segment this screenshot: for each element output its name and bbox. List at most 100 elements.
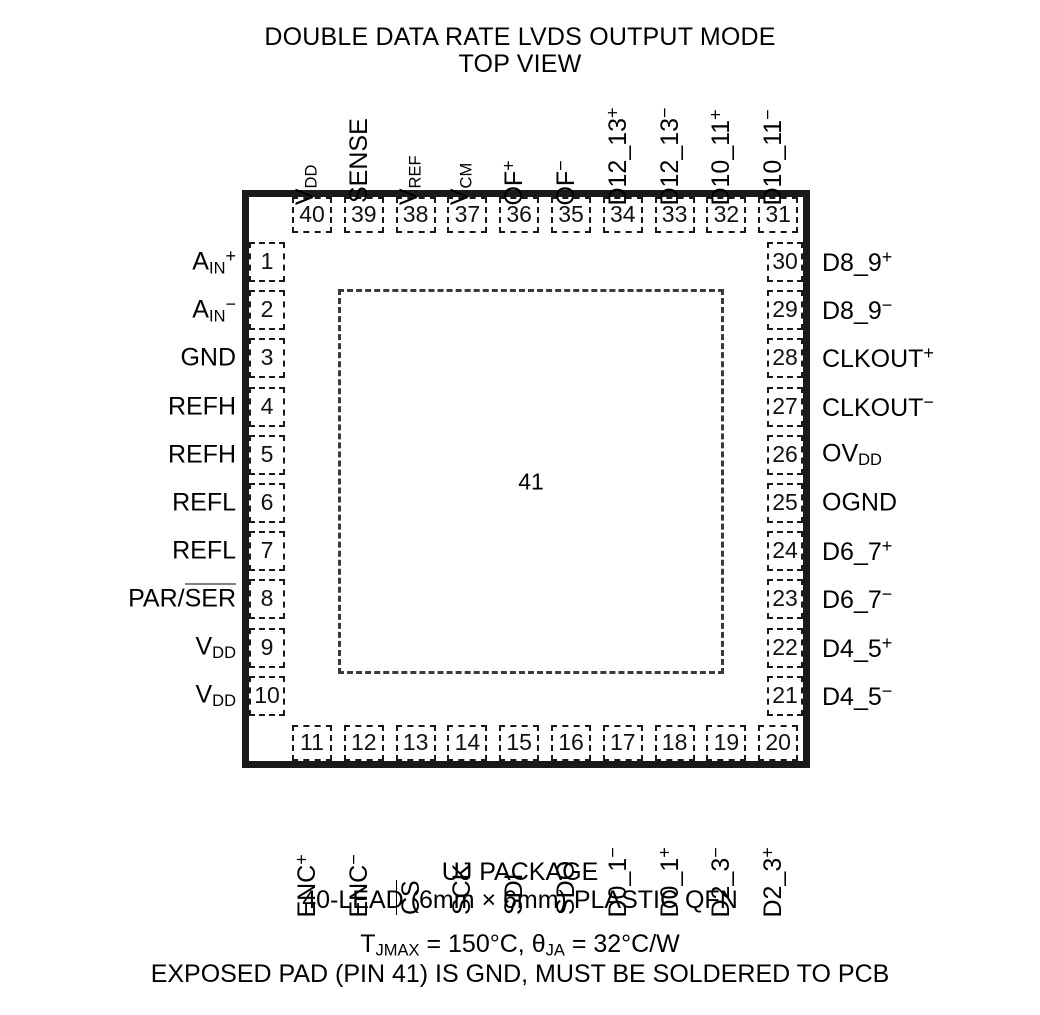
pin-pad-1[interactable]: 1 [249,242,285,282]
exposed-pad-note: EXPOSED PAD (PIN 41) IS GND, MUST BE SOL… [150,960,890,989]
pin-pad-20[interactable]: 20 [758,725,799,761]
theta-value: = 32°C/W [571,930,680,958]
pin-pad-31[interactable]: 31 [758,197,799,233]
pin-number: 30 [772,248,798,274]
pin-label-2: AIN− [192,295,236,325]
pin-name-text: OGND [822,488,897,517]
tjmax-value: = 150°C, [426,930,525,958]
title-line-2: TOP VIEW [458,50,582,78]
pin-pad-22[interactable]: 22 [767,627,803,668]
pin-pad-16[interactable]: 16 [551,725,591,761]
pin-label-36: OF+ [499,160,529,205]
pin-pad-border [249,290,285,331]
pin-pad-8[interactable]: 8 [249,579,285,620]
pin-pad-28[interactable]: 28 [767,338,803,379]
pin-name-text: PAR/ [128,584,185,613]
pin-number: 4 [260,392,274,419]
exposed-pad-outline: 41 [338,289,724,674]
pin-pad-border [249,531,285,572]
pin-name-subscript: IN [208,259,226,278]
pin-pad-11[interactable]: 11 [292,725,332,761]
pin-name-text: REFH [167,440,236,469]
pin-pad-34[interactable]: 34 [602,197,643,233]
pin-pad-37[interactable]: 37 [447,197,488,233]
pin-label-40: VDD [291,165,321,206]
package-description: 40-LEAD (6mm × 6mm) PLASTIC QFN [302,886,738,914]
pin-number: 9 [260,633,274,660]
pin-number: 39 [351,201,377,227]
pin-pad-38[interactable]: 38 [395,197,436,233]
pin-pad-12[interactable]: 12 [343,725,384,761]
pin-pad-border [551,725,591,761]
pin-name-text: D8_9 [822,296,882,325]
pin-number: 37 [454,201,481,227]
pin-pad-25[interactable]: 25 [767,483,803,523]
pin-pad-23[interactable]: 23 [767,579,803,620]
pin-name-text: D10_11 [707,119,736,206]
pin-pad-5[interactable]: 5 [249,434,285,475]
pin-pad-14[interactable]: 14 [447,725,488,761]
pin-number: 36 [506,201,532,227]
pin-pad-40[interactable]: 40 [292,197,332,233]
pin-pad-9[interactable]: 9 [249,627,285,668]
pin-pad-13[interactable]: 13 [395,725,436,761]
pin-pad-border [758,725,799,761]
pin-number: 40 [299,201,325,227]
pin-number: 16 [558,729,584,755]
pin-name-text: V [195,632,213,661]
thermal-ratings: TJMAX = 150°C, θJA = 32°C/W [0,930,1040,960]
pin-pad-30[interactable]: 30 [767,242,803,282]
pin-number: 11 [300,729,324,755]
pin-pad-6[interactable]: 6 [249,483,285,523]
tjmax-subscript: JMAX [375,941,420,960]
pin-pad-24[interactable]: 24 [767,531,803,572]
pin-number: 12 [351,729,377,755]
pin-pad-33[interactable]: 33 [654,197,695,233]
pin-pad-border [292,197,332,233]
pin-name-text: A [192,247,209,276]
pin-pad-35[interactable]: 35 [551,197,591,233]
pin-name-subscript: DD [858,450,882,469]
pin-name-subscript: REF [406,155,425,189]
pin-label-35: OF− [550,160,580,205]
pin-pad-17[interactable]: 17 [602,725,643,761]
pin-label-23: D6_7− [822,586,892,614]
pin-pad-border [767,290,803,331]
pin-name-superscript: − [550,160,571,171]
pin-number: 26 [772,440,798,467]
pin-pad-2[interactable]: 2 [249,290,285,331]
pin-name-text: D4_5 [822,682,882,711]
pin-number: 24 [772,537,798,564]
pin-number: 20 [765,729,791,755]
pin-pad-18[interactable]: 18 [654,725,695,761]
pin-label-27: CLKOUT− [822,393,934,421]
pin-pad-7[interactable]: 7 [249,531,285,572]
theta-subscript: JA [545,941,565,960]
pin-pad-29[interactable]: 29 [767,290,803,331]
pin-pad-10[interactable]: 10 [249,675,285,716]
pin-name-text: CLKOUT [822,345,924,374]
pin-label-7: REFL [172,538,236,564]
pin-pad-36[interactable]: 36 [499,197,540,233]
pin-label-34: D12_13+ [602,107,632,205]
pin-pad-19[interactable]: 19 [706,725,747,761]
pin-pad-border [767,338,803,379]
pin-name-text: D6_7 [822,586,882,615]
pin-pad-3[interactable]: 3 [249,338,285,379]
pin-name-text: D6_7 [822,537,882,566]
pin-label-21: D4_5− [822,682,892,710]
pin-pad-21[interactable]: 21 [767,675,803,716]
pin-label-38: VREF [394,155,425,205]
pin-pad-26[interactable]: 26 [767,434,803,475]
pin-name-superscript: − [881,584,893,605]
pin-name-superscript: − [654,107,675,118]
pin-label-9: VDD [195,634,236,661]
pin-pad-4[interactable]: 4 [249,386,285,427]
pin-pad-border [395,197,436,233]
pin-number: 35 [558,201,584,227]
pin-number: 34 [610,201,636,227]
pin-pad-32[interactable]: 32 [706,197,747,233]
pin-pad-39[interactable]: 39 [343,197,384,233]
pin-pad-27[interactable]: 27 [767,386,803,427]
pin-pad-15[interactable]: 15 [499,725,540,761]
